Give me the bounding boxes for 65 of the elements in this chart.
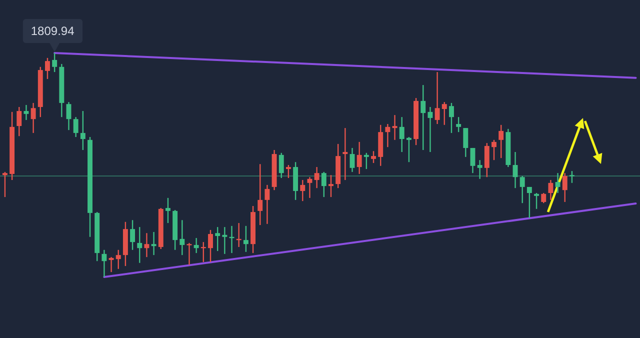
candlestick bbox=[392, 114, 398, 141]
candlestick bbox=[399, 116, 404, 153]
candlestick bbox=[428, 106, 433, 153]
candlestick bbox=[80, 110, 86, 151]
candlestick bbox=[45, 57, 50, 80]
candlestick bbox=[278, 152, 284, 179]
candlestick bbox=[215, 226, 220, 252]
candlestick bbox=[477, 159, 482, 180]
candlestick bbox=[66, 101, 72, 131]
candlestick bbox=[498, 124, 504, 159]
candlestick bbox=[293, 161, 298, 201]
candlestick bbox=[371, 150, 376, 164]
candlestick bbox=[208, 229, 213, 263]
candlestick bbox=[30, 102, 36, 134]
candlestick bbox=[186, 242, 192, 266]
candlestick bbox=[406, 136, 412, 163]
candlestick bbox=[130, 220, 136, 250]
candlestick bbox=[108, 256, 114, 273]
annotation: 1809.94 bbox=[30, 24, 75, 38]
candlestick bbox=[144, 232, 150, 258]
candlestick bbox=[286, 164, 291, 179]
candlestick bbox=[137, 226, 142, 264]
candlestick bbox=[2, 171, 8, 198]
candlestick bbox=[243, 225, 248, 253]
candlestick bbox=[314, 166, 320, 189]
candlestick bbox=[264, 184, 270, 225]
candlestick bbox=[492, 139, 496, 161]
candlestick bbox=[102, 249, 107, 278]
candlestick bbox=[434, 71, 440, 125]
candlestick bbox=[512, 151, 518, 189]
candlestick bbox=[442, 101, 447, 126]
candlestick bbox=[463, 127, 468, 158]
candlestick bbox=[24, 104, 29, 121]
candlestick bbox=[16, 106, 22, 137]
candlestick bbox=[356, 141, 362, 175]
candlestick bbox=[194, 237, 199, 254]
candlestick bbox=[526, 186, 532, 219]
candlestick bbox=[484, 142, 490, 178]
candlestick bbox=[52, 52, 58, 73]
candlestick bbox=[562, 172, 568, 203]
candlestick bbox=[222, 226, 228, 255]
candlestick bbox=[456, 116, 462, 133]
candlestick bbox=[385, 123, 390, 148]
candlestick bbox=[470, 147, 476, 174]
candlestick bbox=[420, 84, 426, 151]
candlestick bbox=[180, 220, 185, 256]
candlestick bbox=[555, 172, 560, 194]
candlestick bbox=[321, 171, 326, 198]
candlestick bbox=[342, 127, 348, 181]
candlestick bbox=[569, 170, 574, 184]
candlestick bbox=[151, 231, 156, 256]
candlestick bbox=[116, 249, 121, 270]
candlestick bbox=[520, 175, 525, 204]
candlestick bbox=[448, 102, 454, 134]
candlestick bbox=[300, 179, 306, 202]
candlestick bbox=[350, 147, 355, 173]
candlestick bbox=[328, 174, 334, 198]
candlestick bbox=[73, 116, 78, 138]
candlestick bbox=[534, 192, 540, 210]
candlestick bbox=[165, 197, 170, 224]
candlestick bbox=[364, 152, 369, 170]
candlestick bbox=[307, 176, 312, 199]
candlestick bbox=[548, 179, 554, 201]
candlestick bbox=[258, 164, 263, 226]
candlestick bbox=[541, 192, 546, 204]
